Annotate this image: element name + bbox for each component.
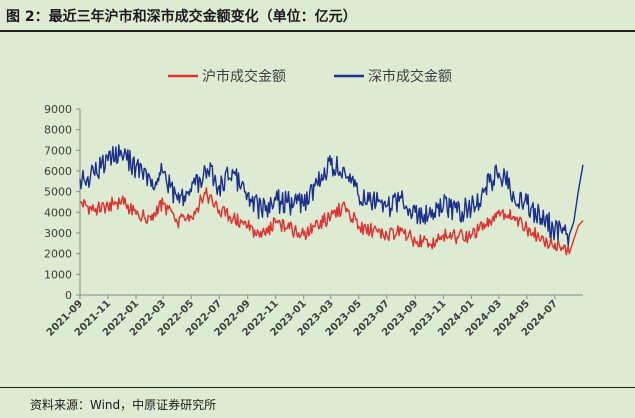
y-tick-label: 3000 xyxy=(44,227,72,240)
y-tick-label: 9000 xyxy=(44,103,72,116)
y-tick-label: 5000 xyxy=(44,186,72,199)
y-tick-label: 2000 xyxy=(44,248,72,261)
bottom-rule xyxy=(0,387,635,388)
figure-title: 图 2：最近三年沪市和深市成交金额变化（单位：亿元） xyxy=(6,9,357,25)
y-tick-label: 0 xyxy=(65,289,72,302)
top-rule xyxy=(0,30,635,32)
y-tick-label: 6000 xyxy=(44,165,72,178)
sh-series-line xyxy=(79,187,584,256)
legend-sz-label: 深市成交金额 xyxy=(368,68,452,85)
y-tick-label: 7000 xyxy=(44,144,72,157)
y-tick-label: 4000 xyxy=(44,206,72,219)
y-tick-label: 8000 xyxy=(44,124,72,137)
y-tick-label: 1000 xyxy=(44,268,72,281)
legend-sh-label: 沪市成交金额 xyxy=(202,68,286,85)
source-note: 资料来源：Wind，中原证券研究所 xyxy=(30,398,217,412)
chart: 0100020003000400050006000700080009000202… xyxy=(44,68,584,339)
sz-series-line xyxy=(79,144,584,246)
